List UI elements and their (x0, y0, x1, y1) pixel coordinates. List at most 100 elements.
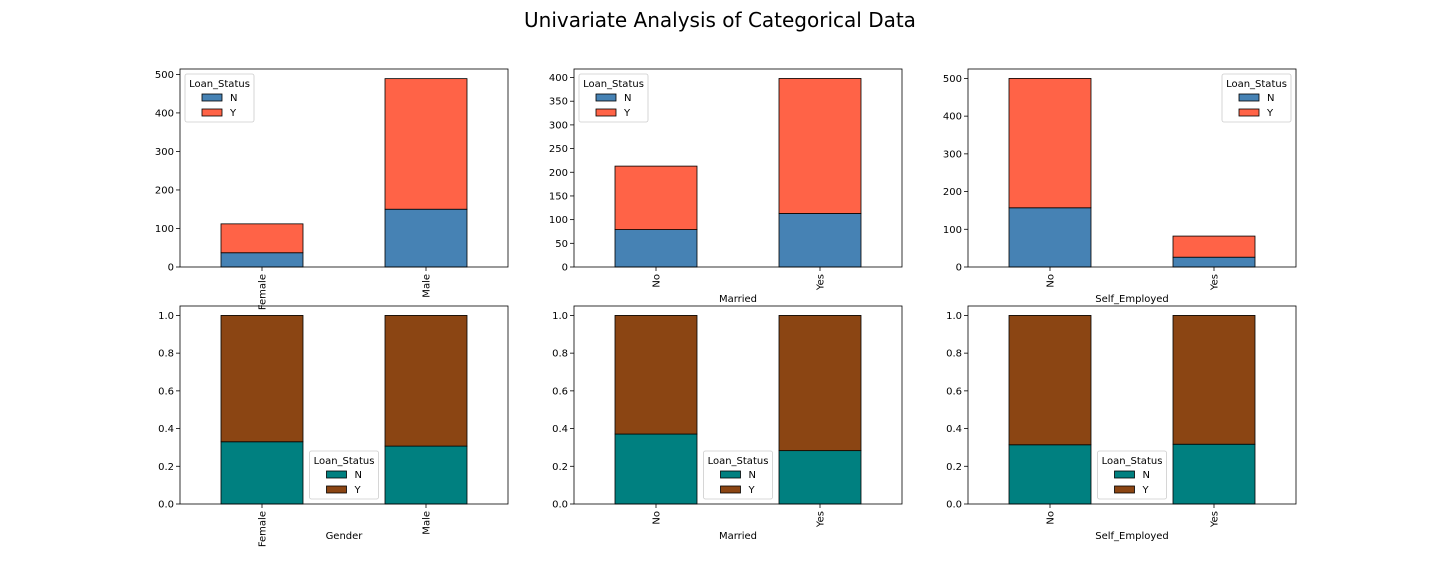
legend: Loan_Status NY (578, 73, 649, 123)
subplot-married-count: No Yes 0 50 100 150 200 250 300 350 400 Married Loan… (549, 68, 903, 305)
legend-title: Loan_Status (708, 456, 769, 467)
figure-title: Univariate Analysis of Categorical Data (524, 8, 916, 32)
legend-swatch-n (1238, 93, 1260, 102)
legend-swatch-n (201, 93, 223, 102)
y-tick-label: 0.0 (552, 500, 568, 511)
y-tick-label: 0 (168, 263, 174, 274)
y-tick-label: 300 (549, 120, 568, 131)
y-tick-label: 100 (549, 215, 568, 226)
bar-yes-y (1172, 315, 1256, 445)
y-tick-label: 400 (549, 73, 568, 84)
x-axis-label: Married (719, 531, 757, 542)
y-tick-label: 0.8 (158, 349, 174, 360)
legend-swatch-y (201, 108, 223, 117)
bar-no-y (1008, 78, 1092, 209)
subplot-married-proportion: No Yes 0.0 0.2 0.4 0.6 0.8 1.0 Married Loan_Statu… (552, 305, 903, 542)
y-tick-label: 0.0 (946, 500, 962, 511)
bar-male-n (384, 445, 468, 505)
x-tick-label: Yes (816, 511, 827, 528)
axes-frame (573, 305, 903, 505)
y-tick-label: 1.0 (158, 311, 174, 322)
legend-swatch-y (1114, 485, 1135, 494)
bar-no-n (614, 433, 698, 505)
subplot-self-employed-count: No Yes 0 100 200 300 400 500 Self_Employed Loan_S… (943, 68, 1297, 305)
legend-label-n: N (230, 93, 237, 104)
bar-yes-y (778, 78, 862, 214)
bar-yes-y (1172, 235, 1256, 258)
bar-female-y (220, 223, 304, 254)
legend-label-n: N (1143, 470, 1150, 481)
legend-swatch-n (595, 93, 617, 102)
subplot-self-employed-proportion: No Yes 0.0 0.2 0.4 0.6 0.8 1.0 Self_Employed Loan… (946, 305, 1297, 542)
x-tick-label: No (1046, 274, 1057, 288)
legend-swatch-n (720, 470, 741, 479)
legend: Loan_Status NY (703, 450, 773, 500)
y-tick-label: 200 (943, 187, 962, 198)
legend-label-y: Y (1142, 485, 1150, 496)
axes-frame (967, 305, 1297, 505)
bar-yes-n (778, 213, 862, 268)
y-tick-label: 0.8 (552, 349, 568, 360)
legend-label-y: Y (748, 485, 756, 496)
y-tick-label: 0 (956, 263, 962, 274)
subplot-gender-proportion: Female Male 0.0 0.2 0.4 0.6 0.8 1.0 Gender Loan_S… (158, 305, 509, 547)
x-tick-label: No (1046, 511, 1057, 525)
y-tick-label: 300 (155, 147, 174, 158)
bar-no-n (1008, 444, 1092, 505)
y-tick-label: 0.2 (552, 462, 568, 473)
x-axis-label: Self_Employed (1095, 531, 1169, 542)
y-tick-label: 50 (555, 239, 568, 250)
bar-no-y (1008, 315, 1092, 446)
x-tick-label: No (652, 511, 663, 525)
legend-label-n: N (624, 93, 631, 104)
bar-no-n (1008, 207, 1092, 268)
bar-yes-n (1172, 443, 1256, 505)
legend-label-n: N (355, 470, 362, 481)
x-tick-label: Male (422, 511, 433, 535)
legend: Loan_Status NY (1097, 450, 1167, 500)
y-tick-label: 0.0 (158, 500, 174, 511)
legend-swatch-n (326, 470, 347, 479)
legend-swatch-y (595, 108, 617, 117)
x-tick-label: Female (258, 511, 269, 547)
legend-title: Loan_Status (1226, 79, 1287, 90)
bar-no-n (614, 229, 698, 268)
x-axis-label: Gender (326, 531, 364, 542)
legend-label-y: Y (623, 108, 631, 119)
x-axis-label: Self_Employed (1095, 294, 1169, 305)
legend-label-y: Y (229, 108, 237, 119)
y-tick-label: 0.2 (946, 462, 962, 473)
y-tick-label: 0.4 (158, 424, 174, 435)
y-tick-label: 200 (549, 168, 568, 179)
legend: Loan_Status NY (309, 450, 379, 500)
legend: Loan_Status NY (1221, 73, 1292, 123)
legend-title: Loan_Status (314, 456, 375, 467)
y-tick-label: 0.4 (552, 424, 568, 435)
subplot-grid: Female Male0100200300400500Loan_StatusNYN… (155, 68, 1297, 547)
x-tick-label: Yes (1210, 511, 1221, 528)
y-tick-label: 0.6 (158, 386, 174, 397)
axes-frame (573, 68, 903, 268)
y-tick-label: 1.0 (552, 311, 568, 322)
y-tick-label: 150 (549, 191, 568, 202)
legend-title: Loan_Status (189, 79, 250, 90)
y-tick-label: 100 (155, 224, 174, 235)
y-tick-label: 250 (549, 144, 568, 155)
bar-male-y (384, 78, 468, 210)
legend-title: Loan_Status (1102, 456, 1163, 467)
x-tick-label: No (652, 274, 663, 288)
legend-swatch-y (1238, 108, 1260, 117)
legend-swatch-n (1114, 470, 1135, 479)
y-tick-label: 300 (943, 149, 962, 160)
bar-no-y (614, 315, 698, 435)
bar-female-y (220, 315, 304, 443)
y-tick-label: 200 (155, 185, 174, 196)
legend-label-n: N (749, 470, 756, 481)
legend-label-y: Y (1266, 108, 1274, 119)
legend-swatch-y (326, 485, 347, 494)
x-tick-label: Yes (816, 274, 827, 291)
y-tick-label: 400 (943, 112, 962, 123)
legend-swatch-y (720, 485, 741, 494)
y-tick-label: 0.6 (946, 386, 962, 397)
